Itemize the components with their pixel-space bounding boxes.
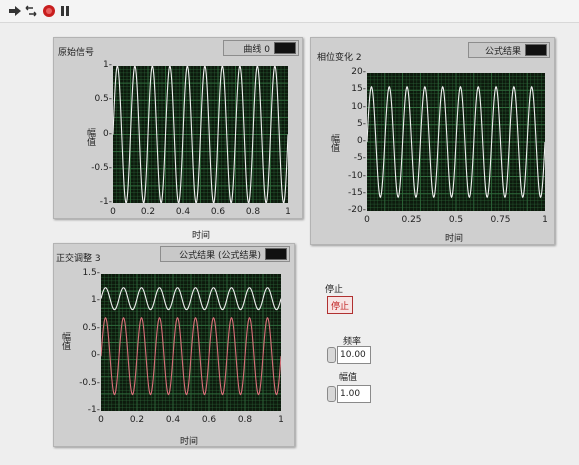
y-tick-label: -20- (348, 205, 366, 215)
x-tick-label: 0.2 (140, 207, 156, 217)
y-tick-label: 10- (351, 101, 366, 112)
x-tick-label: 0 (110, 207, 116, 217)
graph3-plot-legend[interactable]: 公式结果 (公式结果) (160, 246, 290, 262)
y-tick-label: -15- (348, 187, 366, 198)
y-tick-label: 0.5- (82, 322, 100, 333)
x-tick-label: 0.8 (245, 207, 261, 217)
graph3-y-axis-title: 幅值 (60, 332, 70, 350)
stop-label: 停止 (325, 285, 344, 295)
x-tick-label: 1 (285, 207, 291, 217)
graph2-x-axis-title: 时间 (445, 234, 464, 244)
x-tick-label: 0 (364, 215, 370, 225)
x-tick-label: 0.4 (175, 207, 191, 217)
frequency-spinner[interactable] (327, 347, 336, 363)
trace-swatch-icon (274, 42, 296, 54)
graph-panel-2: 相位变化 2 公式结果 20- 15- 10- 5- 0- -5- -10- -15- -20-… (310, 37, 555, 245)
graph1-legend-label: 曲线 0 (243, 44, 270, 55)
run-arrow-icon[interactable] (8, 4, 22, 18)
grid-lines (101, 274, 281, 411)
graph1-x-axis-title: 时间 (192, 231, 211, 241)
y-tick-label: -10- (348, 170, 366, 181)
graph3-x-axis-title: 时间 (180, 437, 199, 447)
amplitude-label: 幅值 (339, 373, 358, 383)
toolbar (0, 0, 579, 23)
series-line (101, 287, 281, 311)
graph3-legend-label: 公式结果 (公式结果) (179, 250, 261, 261)
series-line (367, 85, 545, 199)
stop-button[interactable]: 停止 (327, 296, 353, 314)
graph2-y-axis-title: 幅值 (329, 134, 339, 152)
graph1-plot-area[interactable] (113, 66, 288, 203)
run-continuous-icon[interactable] (24, 4, 38, 18)
y-tick-label: 15- (351, 84, 366, 95)
graph3-title: 正交调整 3 (56, 254, 101, 264)
y-tick-label: -5- (353, 153, 366, 164)
series-line (101, 317, 281, 396)
y-tick-label: 20- (351, 67, 366, 77)
y-tick-label: -1- (99, 197, 112, 207)
x-tick-label: 0.2 (129, 415, 145, 425)
y-tick-label: 0.5- (94, 94, 112, 105)
trace-swatch-icon (525, 44, 547, 56)
x-tick-label: 0.8 (237, 415, 253, 425)
y-tick-label: 5- (357, 118, 366, 129)
graph1-title: 原始信号 (58, 48, 95, 58)
graph3-plot-area[interactable] (101, 274, 281, 411)
x-tick-label: 0 (98, 415, 104, 425)
graph-panel-1: 原始信号 曲线 0 1- 0.5- 0- -0.5- -1- 0 0.2 0.4 0.6 0.8… (53, 37, 303, 241)
amplitude-spinner[interactable] (327, 386, 336, 402)
x-tick-label: 0.25 (401, 215, 422, 225)
graph1-plot-legend[interactable]: 曲线 0 (223, 40, 299, 56)
x-tick-label: 0.5 (448, 215, 464, 225)
y-tick-label: 0- (357, 136, 366, 146)
frequency-label: 频率 (343, 337, 362, 347)
y-tick-label: 1- (103, 60, 112, 70)
x-tick-label: 0.6 (210, 207, 226, 217)
amplitude-input[interactable]: 1.00 (337, 385, 371, 403)
abort-icon[interactable] (42, 4, 56, 18)
y-tick-label: 1.5- (82, 268, 100, 278)
graph2-plot-legend[interactable]: 公式结果 (468, 42, 550, 58)
x-tick-label: 0.6 (201, 415, 217, 425)
y-tick-label: 0- (91, 350, 100, 361)
y-tick-label: -0.5- (91, 162, 112, 173)
x-tick-label: 0.75 (490, 215, 511, 225)
y-tick-label: -0.5- (79, 377, 100, 388)
trace-swatch-icon (265, 248, 287, 260)
graph2-title: 相位变化 2 (317, 53, 362, 63)
y-tick-label: 1- (91, 295, 100, 306)
series-line (113, 66, 288, 203)
pause-icon[interactable] (58, 4, 72, 18)
x-tick-label: 0.4 (165, 415, 181, 425)
graph-panel-3: 正交调整 3 公式结果 (公式结果) 1.5- 1- 0.5- 0- -0.5- -1- … (53, 243, 295, 447)
y-tick-label: 0- (103, 128, 112, 139)
graph2-plot-area[interactable] (367, 73, 545, 211)
frequency-input[interactable]: 10.00 (337, 346, 371, 364)
x-tick-label: 1 (278, 415, 284, 425)
graph1-y-axis-title: 幅值 (85, 128, 95, 146)
y-tick-label: -1- (87, 405, 100, 415)
x-tick-label: 1 (542, 215, 548, 225)
graph2-legend-label: 公式结果 (484, 46, 521, 57)
